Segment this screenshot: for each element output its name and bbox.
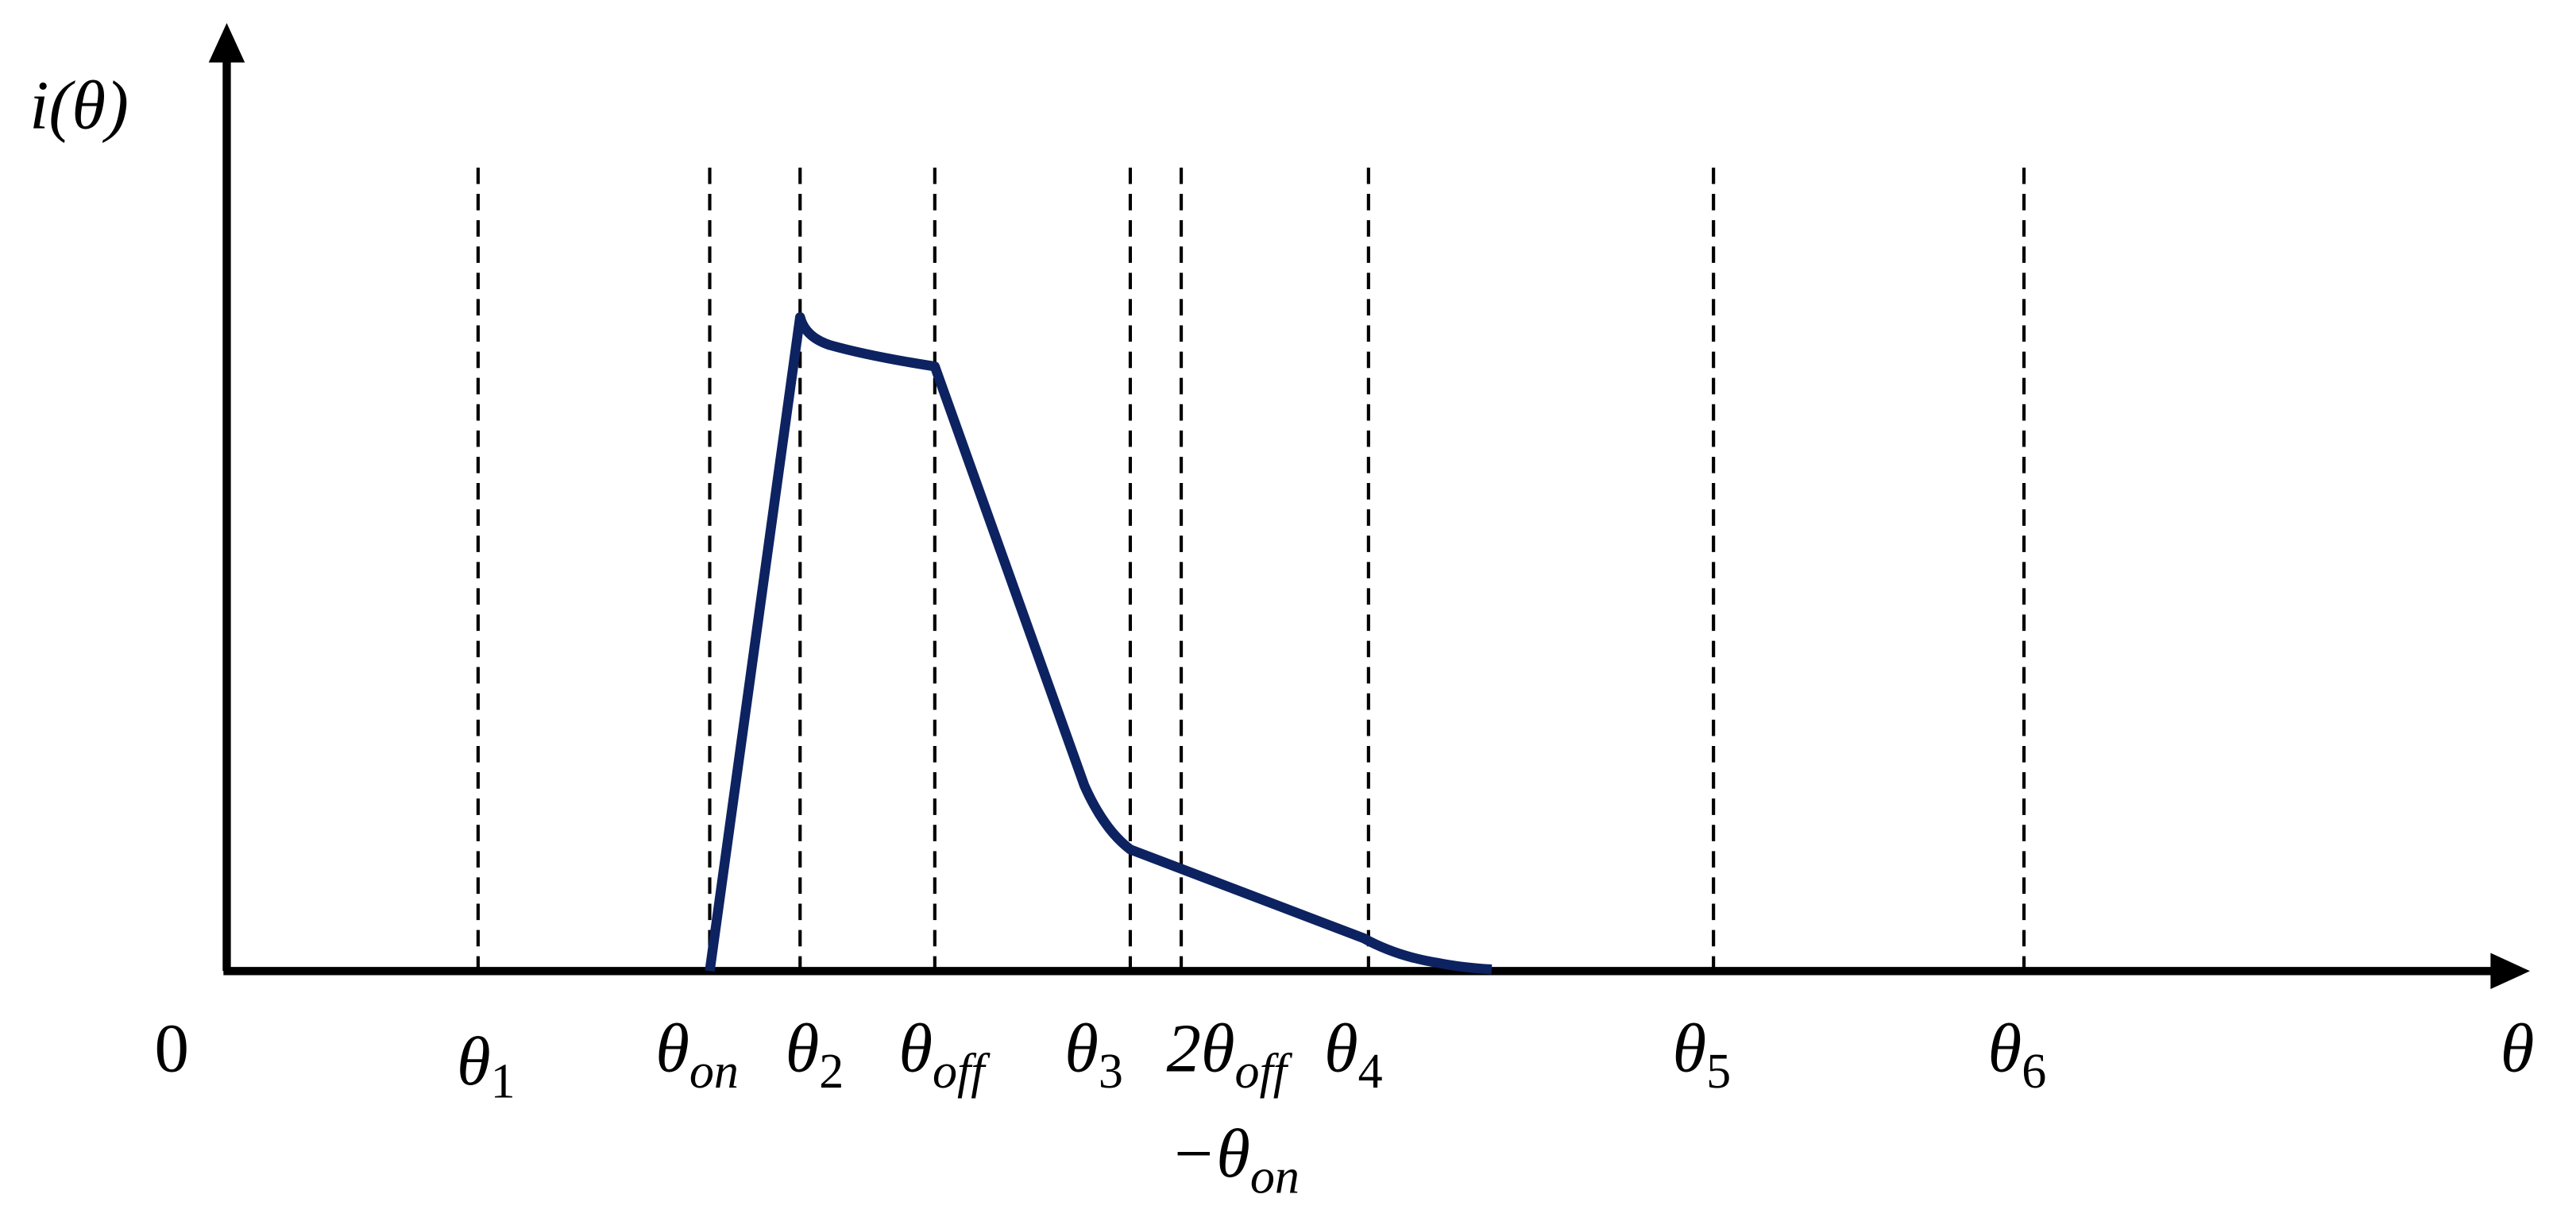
marker-label: θ3 bbox=[1064, 1010, 1123, 1099]
marker-label: θ4 bbox=[1324, 1010, 1383, 1099]
origin-label: 0 bbox=[154, 1010, 188, 1086]
marker-subscript: off bbox=[1235, 1045, 1293, 1099]
marker-subscript: on bbox=[1250, 1150, 1300, 1204]
marker-symbol: 2θ bbox=[1166, 1010, 1234, 1086]
marker-label: θ5 bbox=[1672, 1010, 1731, 1099]
marker-label-line2: −θon bbox=[1170, 1115, 1300, 1204]
marker-symbol: θ bbox=[1672, 1010, 1706, 1086]
marker-label: θoff bbox=[898, 1010, 991, 1099]
marker-subscript: 5 bbox=[1706, 1045, 1731, 1099]
marker-label: θ2 bbox=[786, 1010, 844, 1099]
x-axis-arrow bbox=[2490, 953, 2531, 990]
marker-label: θon bbox=[655, 1010, 739, 1099]
marker-subscript: off bbox=[933, 1045, 991, 1099]
x-axis-label: θ bbox=[2501, 1010, 2535, 1086]
marker-subscript: 3 bbox=[1099, 1045, 1123, 1099]
marker-symbol: θ bbox=[1324, 1010, 1358, 1086]
marker-symbol: −θ bbox=[1170, 1115, 1250, 1192]
current-waveform bbox=[705, 311, 1493, 975]
marker-symbol: θ bbox=[655, 1010, 689, 1086]
marker-subscript: 4 bbox=[1358, 1045, 1383, 1099]
marker-subscript: 2 bbox=[819, 1045, 844, 1099]
y-axis-arrow bbox=[208, 22, 245, 63]
marker-label: θ1 bbox=[457, 1023, 516, 1109]
marker-label: θ6 bbox=[1988, 1010, 2047, 1099]
marker-symbol: θ bbox=[1064, 1010, 1099, 1086]
marker-label: 2θoff bbox=[1166, 1010, 1292, 1099]
marker-symbol: θ bbox=[457, 1023, 491, 1100]
marker-subscript: 1 bbox=[491, 1055, 516, 1109]
guide-lines bbox=[476, 167, 2026, 972]
marker-subscript: 6 bbox=[2022, 1045, 2046, 1099]
marker-subscript: on bbox=[689, 1045, 739, 1099]
marker-symbol: θ bbox=[898, 1010, 933, 1086]
marker-symbol: θ bbox=[786, 1010, 820, 1086]
marker-symbol: θ bbox=[1988, 1010, 2022, 1086]
y-axis-label: i(θ) bbox=[29, 67, 129, 143]
